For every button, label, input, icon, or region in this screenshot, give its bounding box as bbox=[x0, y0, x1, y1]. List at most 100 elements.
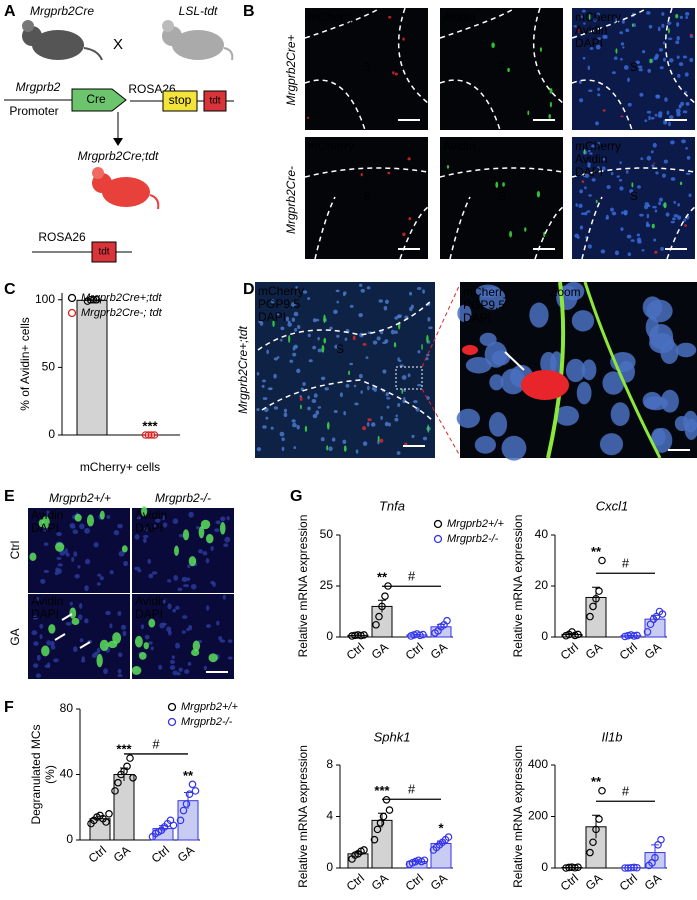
cell bbox=[281, 437, 285, 442]
cell bbox=[407, 157, 411, 161]
panel-label: E bbox=[4, 488, 15, 505]
cell bbox=[663, 202, 667, 209]
cell bbox=[120, 624, 127, 630]
cell bbox=[32, 615, 38, 620]
cell bbox=[359, 283, 363, 288]
cell bbox=[573, 25, 577, 28]
bar bbox=[76, 299, 108, 436]
x-tick-label: Ctrl bbox=[344, 640, 367, 663]
cell bbox=[399, 364, 404, 368]
cell bbox=[56, 532, 62, 537]
cell bbox=[417, 383, 422, 387]
cell bbox=[615, 48, 618, 54]
cell bbox=[390, 329, 396, 335]
cell bbox=[360, 172, 363, 177]
cell bbox=[602, 34, 607, 39]
chart-title: Il1b bbox=[602, 729, 623, 744]
data-point bbox=[150, 431, 159, 439]
cre-box bbox=[71, 88, 127, 112]
cell bbox=[64, 548, 68, 554]
panel-label: A bbox=[4, 3, 16, 20]
cell bbox=[366, 286, 371, 290]
cell bbox=[148, 573, 154, 579]
cell bbox=[161, 515, 165, 521]
channel-label: Avidin bbox=[31, 594, 63, 608]
cell bbox=[675, 108, 681, 114]
cell bbox=[175, 642, 180, 649]
data-point bbox=[129, 773, 137, 782]
legend-label: Mrgprb2Cre-; tdt bbox=[81, 307, 163, 319]
cell bbox=[649, 58, 652, 64]
cell bbox=[291, 302, 296, 308]
tissue-outline bbox=[304, 167, 429, 260]
cell bbox=[417, 350, 421, 354]
cell bbox=[574, 233, 579, 238]
channel-label: DAPI bbox=[463, 311, 491, 325]
cell bbox=[280, 326, 285, 331]
cell bbox=[658, 111, 663, 116]
region-label: S bbox=[363, 189, 371, 203]
x-tick-label: GA bbox=[111, 843, 133, 865]
cell bbox=[57, 563, 63, 567]
cell bbox=[629, 189, 634, 194]
cell bbox=[593, 18, 597, 23]
cell bbox=[642, 49, 646, 54]
cell bbox=[352, 335, 356, 341]
y-tick-label: 20 bbox=[535, 578, 549, 592]
channel-label: DAPI bbox=[135, 521, 163, 535]
legend-marker bbox=[67, 293, 77, 303]
cell bbox=[679, 181, 683, 186]
cell bbox=[84, 585, 89, 592]
cell bbox=[218, 636, 223, 641]
x-tick-label: Ctrl bbox=[149, 843, 172, 866]
cell bbox=[648, 115, 651, 121]
cell bbox=[96, 582, 101, 586]
cell bbox=[588, 194, 592, 197]
cell bbox=[409, 306, 413, 312]
cell bbox=[663, 159, 669, 164]
cell bbox=[396, 314, 402, 319]
y-axis-label: Relative mRNA expression bbox=[511, 745, 525, 888]
tissue-outline bbox=[304, 7, 429, 131]
cell bbox=[206, 605, 210, 611]
cell bbox=[117, 652, 123, 658]
region-label: S bbox=[630, 60, 638, 74]
cell bbox=[39, 633, 43, 640]
cell bbox=[501, 435, 527, 461]
cell bbox=[640, 157, 644, 161]
cell bbox=[262, 425, 267, 429]
cell bbox=[456, 408, 480, 428]
cell bbox=[292, 422, 297, 428]
cell bbox=[578, 203, 583, 209]
cell bbox=[283, 412, 288, 418]
cell bbox=[409, 291, 413, 296]
cell bbox=[675, 40, 680, 45]
data-point bbox=[657, 835, 665, 844]
cell bbox=[589, 47, 594, 50]
cell bbox=[191, 648, 200, 657]
data-point bbox=[360, 846, 368, 854]
cell bbox=[291, 419, 296, 423]
cell bbox=[668, 27, 670, 34]
cell bbox=[402, 399, 407, 404]
cell bbox=[31, 630, 38, 636]
cell bbox=[591, 178, 596, 182]
cell bbox=[162, 522, 168, 528]
y-tick-label: 0 bbox=[541, 629, 548, 643]
panel-label: G bbox=[290, 488, 302, 505]
cell bbox=[596, 166, 600, 170]
cell bbox=[625, 170, 629, 174]
zoom-box bbox=[395, 366, 423, 390]
cell bbox=[302, 381, 306, 387]
cell bbox=[488, 412, 508, 437]
cell bbox=[507, 67, 510, 73]
cell bbox=[183, 584, 189, 588]
cell bbox=[79, 638, 84, 643]
cell bbox=[65, 621, 72, 626]
cell bbox=[358, 373, 363, 379]
x-tick-label: GA bbox=[642, 871, 664, 893]
cell bbox=[682, 110, 688, 114]
cell bbox=[292, 352, 297, 357]
cell bbox=[71, 617, 80, 626]
